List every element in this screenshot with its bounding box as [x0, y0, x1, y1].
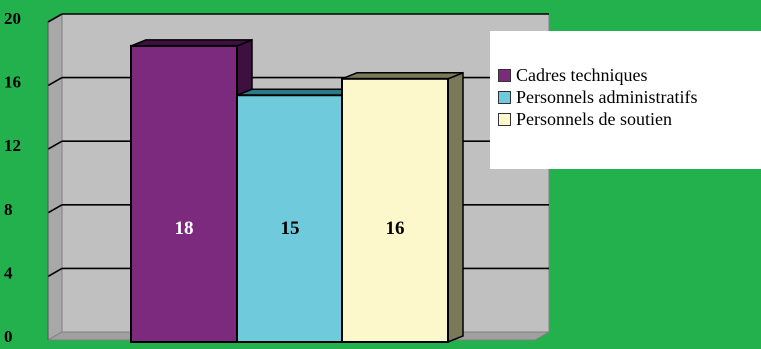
legend-label: Personnels de soutien	[516, 108, 672, 129]
data-label: 18	[175, 218, 194, 239]
legend-label: Cadres techniques	[516, 64, 648, 85]
gridline-side	[47, 13, 63, 23]
legend-swatch	[498, 90, 511, 104]
legend-item: Personnels de soutien	[498, 108, 761, 130]
bar	[130, 44, 238, 344]
legend-item: Personnels administratifs	[498, 86, 761, 108]
bar-side	[447, 71, 464, 344]
bar	[341, 77, 449, 344]
y-tick-label: 12	[4, 136, 21, 155]
gridline-side	[47, 140, 63, 150]
legend: Cadres techniques Personnels administrat…	[490, 31, 761, 169]
legend-swatch	[498, 68, 511, 82]
gridline-side	[47, 76, 63, 87]
y-tick-label: 8	[4, 200, 13, 219]
legend-label: Personnels administratifs	[516, 86, 698, 107]
legend-item: Cadres techniques	[498, 64, 761, 86]
gridline-side	[47, 204, 63, 214]
plot-side-wall	[47, 13, 63, 341]
y-tick-label: 16	[4, 73, 21, 92]
y-tick-label: 0	[4, 327, 13, 346]
data-label: 15	[281, 218, 300, 239]
y-tick-label: 20	[4, 9, 21, 28]
y-tick-label: 4	[4, 263, 13, 282]
gridline-side	[47, 267, 63, 278]
data-label: 16	[386, 218, 405, 239]
legend-swatch	[498, 112, 511, 126]
